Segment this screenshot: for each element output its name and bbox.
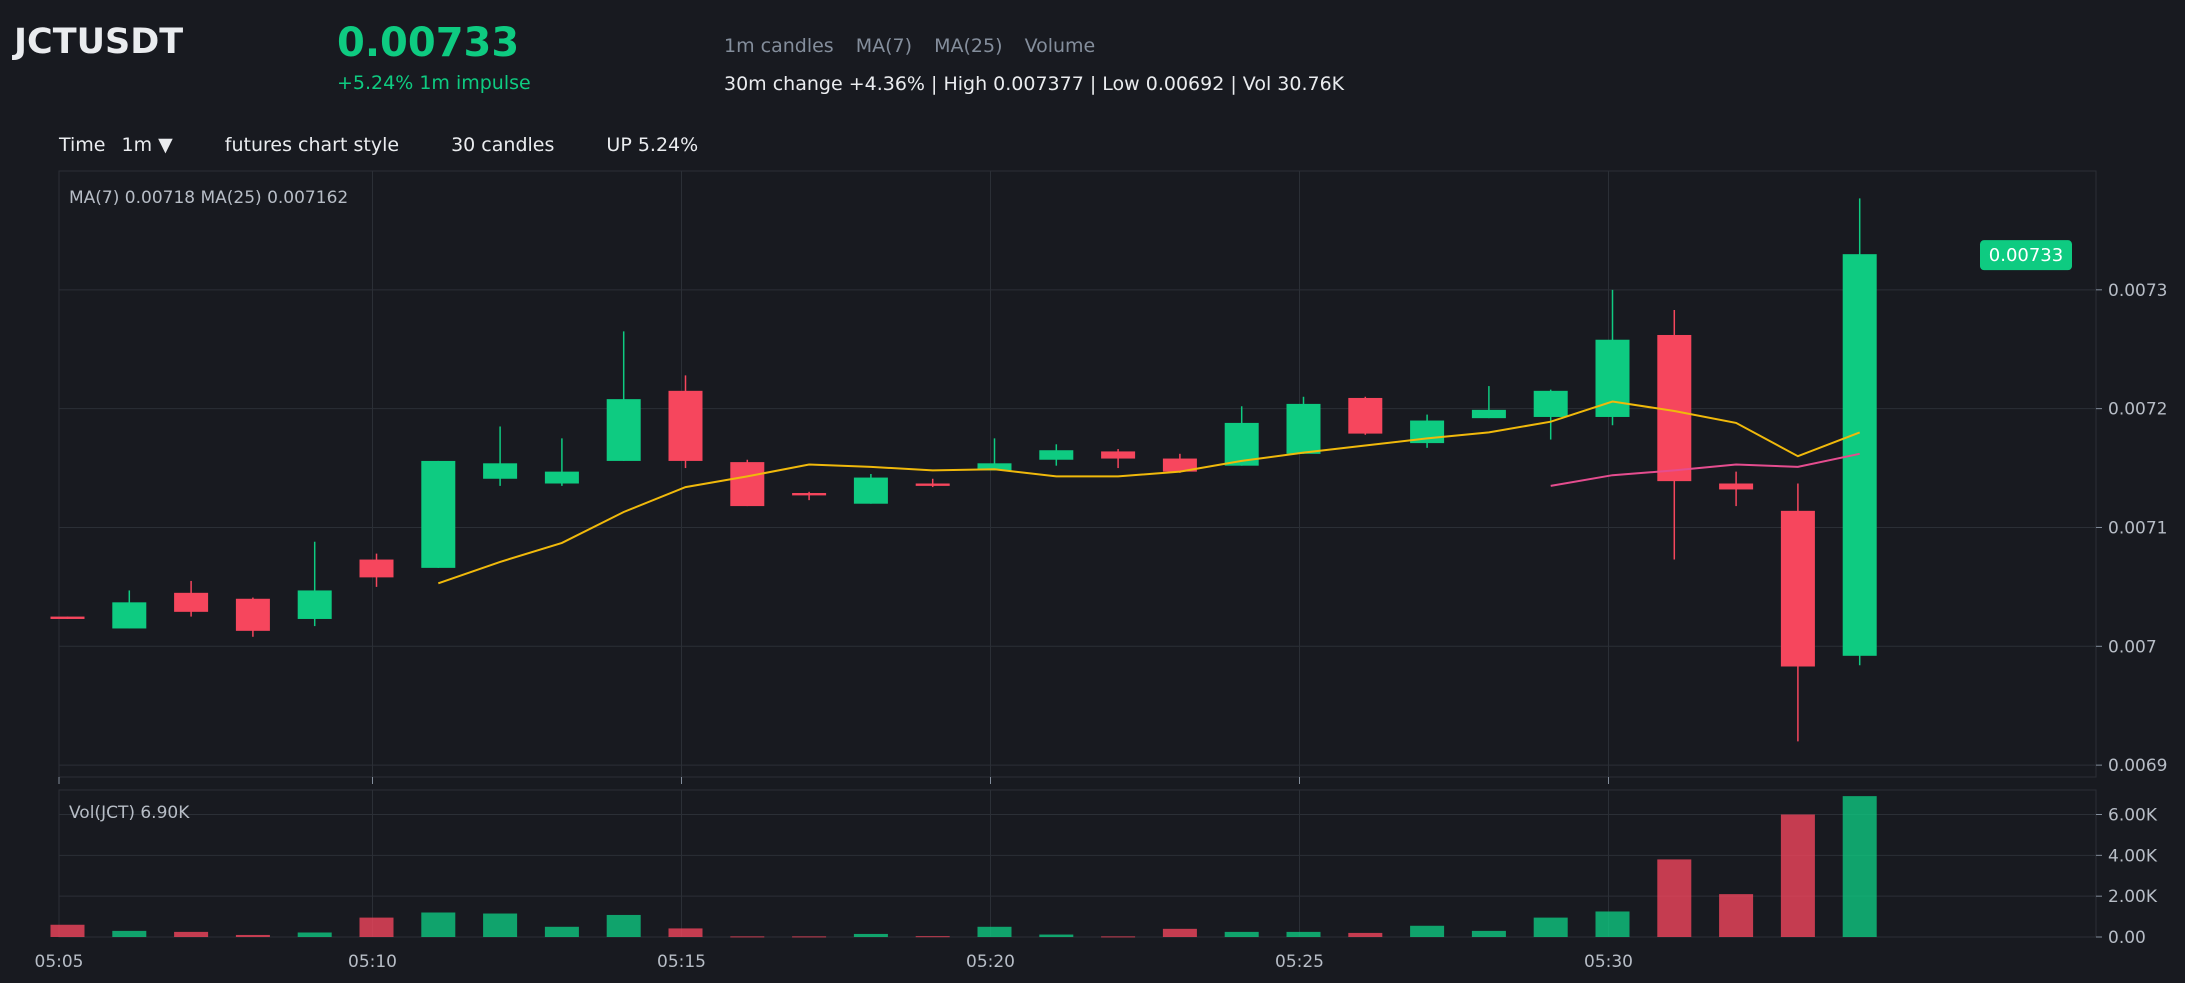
volume-legend: Vol(JCT) 6.90K: [69, 803, 190, 823]
volume-bar: [606, 914, 641, 937]
price-panel: [58, 170, 2097, 778]
volume-bar: [544, 926, 579, 937]
last-price-tag: [1980, 240, 2072, 271]
volume-tick-label: 4.00K: [2108, 846, 2158, 866]
volume-bar: [1657, 859, 1692, 937]
volume-bar: [1410, 925, 1445, 937]
candle-count: 30 candles: [451, 134, 555, 156]
candle-body: [606, 399, 641, 461]
candle-body: [853, 477, 888, 504]
ma25-line: [1550, 452, 1860, 487]
candle-body: [544, 471, 579, 484]
candle-body: [1101, 451, 1136, 459]
candle-body: [50, 616, 85, 619]
interval-select[interactable]: 1m ▼: [121, 134, 173, 156]
price-tick-label: 0.0073: [2108, 281, 2167, 301]
price-tick-label: 0.0071: [2108, 518, 2167, 538]
volume-tick-label: 0.00: [2108, 928, 2146, 948]
volume-bar: [174, 931, 209, 937]
candle-body: [1719, 483, 1754, 490]
time-tick-label: 05:15: [657, 952, 706, 972]
candle-body: [421, 460, 456, 568]
volume-bar: [235, 934, 270, 937]
volume-bar: [421, 912, 456, 937]
volume-tick-label: 2.00K: [2108, 887, 2158, 907]
candle-body: [1533, 390, 1568, 417]
indicator-candles[interactable]: 1m candles: [724, 35, 834, 57]
candle-body: [915, 483, 950, 486]
volume-bar: [1101, 936, 1136, 938]
volume-bar: [297, 932, 332, 937]
time-tick-label: 05:30: [1584, 952, 1633, 972]
volume-bar: [359, 917, 394, 937]
volume-bar: [792, 936, 827, 938]
last-price: 0.00733: [337, 20, 520, 66]
candle-body: [1780, 510, 1815, 667]
candle-body: [174, 592, 209, 612]
ma7-line: [437, 400, 1861, 585]
candle-body: [297, 590, 332, 619]
time-tick-label: 05:25: [1275, 952, 1324, 972]
candle-body: [359, 559, 394, 578]
price-tick-label: 0.007: [2108, 637, 2157, 657]
indicator-ma25[interactable]: MA(25): [934, 35, 1003, 57]
volume-bar: [730, 936, 765, 938]
volume-bar: [1471, 930, 1506, 937]
volume-bar: [1286, 931, 1321, 937]
volume-bar: [1719, 894, 1754, 937]
candle-body: [1471, 409, 1506, 419]
time-tick-label: 05:05: [35, 952, 84, 972]
volume-bar: [977, 926, 1012, 937]
volume-bar: [853, 933, 888, 937]
candle-body: [235, 598, 270, 631]
price-tick-label: 0.0069: [2108, 756, 2167, 776]
symbol-title: JCTUSDT: [14, 22, 184, 62]
volume-bar: [1842, 796, 1877, 937]
candle-body: [1162, 458, 1197, 472]
volume-bar: [1224, 931, 1259, 937]
volume-bar: [1780, 814, 1815, 937]
price-change: +5.24% 1m impulse: [337, 72, 531, 94]
price-tick-label: 0.0072: [2108, 400, 2167, 420]
time-label: Time 1m ▼: [59, 134, 173, 156]
volume-tick-label: 6.00K: [2108, 806, 2158, 826]
volume-bar: [483, 913, 518, 937]
volume-bar: [668, 928, 703, 937]
volume-bar: [1595, 911, 1630, 937]
candle-body: [112, 602, 147, 629]
candle-body: [1039, 450, 1074, 460]
time-tick-label: 05:20: [966, 952, 1015, 972]
indicator-ma7[interactable]: MA(7): [855, 35, 913, 57]
ma-legend: MA(7) 0.00718 MA(25) 0.007162: [69, 188, 348, 208]
direction-badge: UP 5.24%: [606, 134, 699, 156]
volume-bar: [50, 924, 85, 937]
volume-bar: [1039, 934, 1074, 937]
candle-body: [483, 463, 518, 479]
last-price-tag-label: 0.00733: [1989, 245, 2063, 266]
chart-style-button[interactable]: futures chart style: [224, 134, 400, 156]
candle-body: [1348, 397, 1383, 434]
candle-body: [730, 462, 765, 507]
time-tick-label: 05:10: [348, 952, 397, 972]
toolbar: Time 1m ▼ futures chart style 30 candles …: [59, 134, 744, 156]
indicator-labels: 1m candles MA(7) MA(25) Volume: [724, 35, 1111, 57]
volume-bar: [1348, 932, 1383, 937]
stats-line: 30m change +4.36% | High 0.007377 | Low …: [724, 73, 1345, 95]
candle-body: [977, 463, 1012, 471]
candle-body: [1286, 403, 1321, 454]
indicator-volume[interactable]: Volume: [1024, 35, 1096, 57]
volume-bar: [112, 930, 147, 937]
candle-body: [792, 493, 827, 496]
candle-body: [668, 390, 703, 461]
volume-bar: [1162, 928, 1197, 937]
volume-bar: [915, 936, 950, 938]
candle-body: [1842, 254, 1877, 656]
volume-bar: [1533, 917, 1568, 937]
candle-body: [1657, 334, 1692, 482]
